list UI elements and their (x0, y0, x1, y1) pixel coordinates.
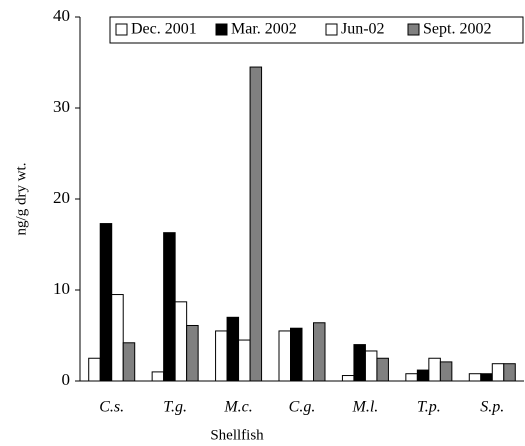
bar (480, 373, 493, 382)
bar (290, 327, 303, 382)
y-axis-label: ng/g dry wt. (13, 163, 29, 236)
x-tick-label: C.s. (99, 399, 124, 416)
bar (313, 322, 326, 382)
y-tick-label: 10 (53, 279, 70, 298)
bar (376, 357, 389, 382)
bar (111, 294, 124, 382)
legend-label: Sept. 2002 (423, 21, 491, 38)
legend-swatch (115, 23, 128, 36)
bar (428, 357, 441, 382)
legend-swatch (325, 23, 338, 36)
y-tick-label: 20 (53, 188, 70, 207)
bar (278, 330, 291, 382)
bar (405, 373, 418, 382)
legend-box (109, 16, 524, 44)
x-axis-label: Shellfish (210, 427, 264, 443)
bar (226, 316, 240, 382)
bar (186, 324, 199, 382)
bar (341, 375, 355, 382)
x-tick-label: C.g. (289, 399, 316, 416)
y-tick-label: 40 (53, 6, 70, 25)
bar (174, 301, 188, 382)
bar (122, 342, 136, 382)
legend-swatch (215, 23, 228, 36)
bar (249, 66, 263, 382)
legend-label: Jun-02 (341, 21, 385, 38)
legend-label: Mar. 2002 (231, 21, 297, 38)
bar (215, 330, 228, 382)
bar (163, 232, 176, 382)
bar (364, 350, 378, 382)
bar (491, 363, 505, 382)
bar (503, 363, 516, 382)
bar (353, 344, 366, 382)
bar (151, 371, 165, 382)
bar (468, 373, 482, 382)
x-tick-label: M.l. (352, 399, 379, 416)
y-tick-label: 30 (53, 97, 70, 116)
x-tick-label: T.g. (163, 399, 187, 416)
bar (238, 339, 251, 382)
x-tick-label: T.p. (417, 399, 441, 416)
x-tick-label: M.c. (223, 399, 252, 416)
x-tick-label: S.p. (480, 399, 504, 416)
y-tick-label: 0 (62, 370, 71, 389)
bar (99, 223, 113, 382)
legend-swatch (407, 23, 420, 36)
bar (88, 357, 101, 382)
bar (416, 369, 430, 382)
legend-label: Dec. 2001 (131, 21, 197, 38)
bar (439, 361, 453, 382)
